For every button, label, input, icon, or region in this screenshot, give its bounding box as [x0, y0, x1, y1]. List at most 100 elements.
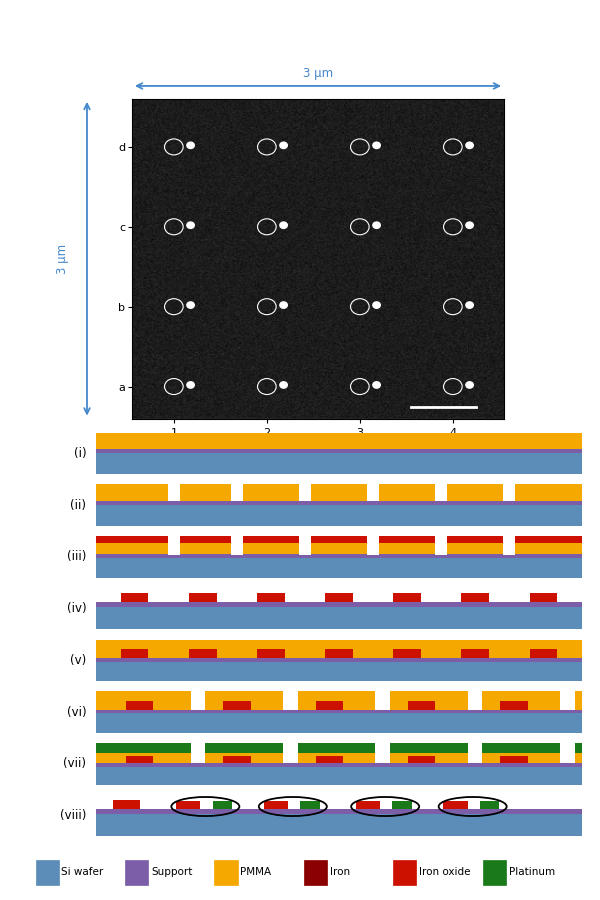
Bar [503, 536, 515, 544]
Bar [367, 536, 379, 544]
Bar [468, 742, 482, 753]
Circle shape [187, 382, 194, 388]
Bar [96, 743, 582, 752]
Bar [503, 543, 515, 554]
Circle shape [466, 222, 473, 229]
Bar [461, 649, 488, 658]
Bar [96, 714, 582, 733]
Bar [191, 742, 205, 753]
Bar [96, 691, 582, 709]
Bar [435, 536, 447, 544]
Bar [435, 543, 447, 554]
Bar [96, 640, 582, 658]
Bar [435, 484, 447, 501]
Text: Iron oxide: Iron oxide [419, 868, 470, 878]
Bar [126, 756, 154, 763]
Text: Platinum: Platinum [509, 868, 555, 878]
Bar [299, 543, 311, 554]
Bar [316, 700, 343, 709]
Bar [283, 752, 298, 763]
Bar [503, 484, 515, 501]
Bar [443, 801, 468, 809]
Text: Support: Support [151, 868, 192, 878]
Bar [325, 593, 353, 602]
Circle shape [466, 142, 473, 148]
Bar [168, 536, 179, 544]
Bar [408, 756, 435, 763]
Bar [480, 801, 499, 809]
Bar [96, 554, 582, 558]
Bar [356, 801, 380, 809]
Circle shape [373, 142, 380, 148]
Bar [190, 649, 217, 658]
Bar [560, 742, 575, 753]
Bar [96, 543, 582, 554]
Bar [408, 700, 435, 709]
Bar [367, 484, 379, 501]
Bar [325, 649, 353, 658]
Text: (vi): (vi) [67, 706, 86, 718]
Bar [500, 756, 527, 763]
Bar [96, 484, 582, 501]
Bar [316, 756, 343, 763]
Bar [530, 593, 557, 602]
Bar [394, 593, 421, 602]
Circle shape [187, 302, 194, 309]
Bar [367, 543, 379, 554]
Bar [96, 658, 582, 662]
Bar [96, 809, 582, 814]
Bar [96, 505, 582, 526]
Bar [300, 801, 320, 809]
Bar [126, 700, 154, 709]
Bar [191, 752, 205, 763]
Circle shape [280, 302, 287, 309]
Text: (v): (v) [70, 654, 86, 667]
Bar [263, 801, 288, 809]
Circle shape [373, 302, 380, 309]
Bar [393, 860, 416, 885]
Bar [283, 742, 298, 753]
Bar [121, 593, 148, 602]
Bar [113, 800, 140, 809]
Circle shape [466, 302, 473, 309]
Text: PMMA: PMMA [241, 868, 271, 878]
Bar [96, 454, 582, 474]
Circle shape [373, 382, 380, 388]
Circle shape [280, 222, 287, 229]
Text: 3 μm: 3 μm [303, 68, 333, 80]
Bar [231, 536, 243, 544]
Bar [96, 709, 582, 714]
Text: (vii): (vii) [63, 758, 86, 770]
Bar [530, 649, 557, 658]
Bar [376, 752, 390, 763]
Bar [223, 756, 251, 763]
Bar [482, 860, 506, 885]
Bar [376, 742, 390, 753]
Bar [257, 593, 284, 602]
Text: (viii): (viii) [60, 809, 86, 822]
Bar [299, 536, 311, 544]
Text: Si wafer: Si wafer [61, 868, 104, 878]
Bar [257, 649, 284, 658]
Bar [560, 691, 575, 710]
Bar [191, 691, 205, 710]
Bar [560, 752, 575, 763]
Bar [376, 691, 390, 710]
Bar [168, 543, 179, 554]
Circle shape [466, 382, 473, 388]
Bar [96, 602, 582, 607]
Bar [190, 593, 217, 602]
Bar [304, 860, 327, 885]
Bar [394, 649, 421, 658]
Circle shape [373, 222, 380, 229]
Circle shape [187, 222, 194, 229]
Text: (ii): (ii) [70, 499, 86, 511]
Circle shape [280, 382, 287, 388]
Bar [214, 860, 238, 885]
Bar [96, 767, 582, 785]
Bar [96, 433, 582, 449]
Text: (i): (i) [74, 447, 86, 460]
Bar [96, 607, 582, 629]
Circle shape [187, 142, 194, 148]
Bar [468, 691, 482, 710]
